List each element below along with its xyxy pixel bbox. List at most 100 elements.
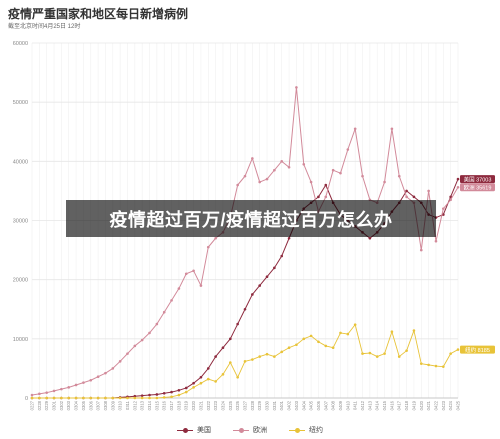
end-label-2: 纽约 8185 (465, 346, 490, 354)
data-point-2 (427, 363, 430, 367)
data-point-2 (162, 396, 166, 399)
x-tick-label: 0411 (353, 400, 358, 410)
x-tick-label: 0302 (59, 400, 64, 410)
data-point-2 (52, 396, 56, 400)
data-point-1 (346, 148, 350, 151)
x-tick-label: 0317 (169, 400, 174, 410)
data-point-0 (405, 189, 408, 193)
x-tick-label: 0419 (411, 400, 416, 410)
data-point-2 (375, 355, 379, 358)
data-point-0 (162, 391, 166, 395)
data-point-1 (60, 387, 63, 391)
data-point-2 (140, 396, 144, 400)
data-point-1 (236, 183, 239, 187)
data-point-1 (104, 371, 107, 375)
data-point-2 (331, 346, 335, 350)
x-tick-label: 0307 (96, 400, 101, 410)
x-tick-label: 0418 (404, 400, 409, 410)
data-point-2 (273, 355, 276, 358)
data-point-0 (243, 307, 247, 311)
data-point-2 (67, 396, 71, 400)
data-point-2 (184, 390, 188, 394)
x-tick-label: 0329 (257, 400, 262, 410)
data-point-1 (302, 162, 306, 166)
legend-swatch-usa (177, 426, 193, 434)
data-point-1 (126, 352, 129, 355)
data-point-2 (96, 396, 100, 400)
x-tick-label: 0308 (103, 400, 108, 410)
data-point-1 (449, 198, 452, 202)
x-tick-label: 0409 (338, 400, 343, 410)
end-label-0: 美国 37003 (464, 175, 492, 183)
data-point-0 (449, 195, 452, 199)
data-point-0 (214, 355, 217, 358)
data-point-1 (140, 338, 144, 342)
data-point-1 (295, 86, 298, 89)
data-point-2 (456, 348, 460, 351)
y-tick-label: 0 (25, 396, 28, 402)
data-point-0 (177, 389, 181, 392)
x-tick-label: 0316 (162, 400, 167, 410)
x-tick-label: 0410 (345, 400, 350, 410)
data-point-2 (251, 358, 254, 361)
watermark-banner: 疫情超过百万/疫情超过百万怎么办 (66, 200, 436, 237)
data-point-1 (456, 185, 460, 189)
data-point-1 (89, 378, 93, 382)
legend-item-newyork[interactable]: 纽约 (289, 424, 323, 436)
data-point-1 (162, 310, 166, 314)
data-point-1 (206, 245, 210, 249)
end-label-box-2 (460, 345, 495, 354)
legend-item-usa[interactable]: 美国 (177, 424, 211, 436)
legend: 美国 欧洲 纽约 (0, 424, 500, 436)
end-label-box-1 (460, 183, 495, 192)
x-tick-label: 0229 (44, 400, 49, 410)
x-tick-label: 0325 (228, 400, 233, 410)
data-point-2 (361, 352, 364, 355)
data-point-2 (89, 396, 93, 400)
x-tick-label: 0314 (147, 400, 152, 410)
data-point-1 (74, 383, 78, 387)
data-point-2 (133, 396, 137, 400)
y-tick-label: 50000 (13, 100, 28, 106)
legend-swatch-newyork (289, 426, 305, 434)
data-point-1 (353, 127, 357, 131)
x-tick-label: 0414 (375, 400, 380, 410)
x-tick-label: 0331 (272, 400, 277, 410)
x-tick-label: 0412 (360, 400, 365, 410)
data-point-1 (170, 299, 173, 302)
x-tick-label: 0228 (37, 400, 42, 410)
data-point-2 (353, 323, 357, 326)
data-point-0 (199, 375, 203, 379)
data-point-1 (265, 177, 269, 181)
data-point-1 (383, 180, 386, 184)
data-point-2 (309, 334, 313, 338)
data-point-2 (60, 396, 63, 400)
data-point-0 (170, 390, 173, 394)
x-tick-label: 0406 (316, 400, 321, 410)
data-point-0 (273, 266, 276, 270)
x-tick-label: 0425 (456, 400, 461, 410)
data-point-2 (74, 396, 78, 400)
data-point-2 (206, 377, 210, 381)
data-point-1 (82, 381, 85, 384)
data-point-2 (111, 396, 115, 400)
x-tick-label: 0313 (140, 400, 145, 410)
data-point-0 (155, 393, 159, 396)
legend-item-europe[interactable]: 欧洲 (233, 424, 267, 436)
data-point-2 (126, 396, 129, 400)
data-point-2 (383, 352, 386, 355)
data-point-1 (67, 386, 71, 389)
x-tick-label: 0402 (287, 400, 292, 410)
x-tick-label: 0303 (66, 400, 71, 410)
x-tick-label: 0424 (448, 400, 453, 410)
x-tick-label: 0407 (323, 400, 328, 410)
data-point-1 (118, 360, 122, 363)
data-point-2 (317, 340, 320, 344)
x-tick-label: 0327 (243, 400, 248, 410)
data-point-2 (229, 361, 232, 364)
x-tick-label: 0304 (74, 400, 79, 410)
data-point-0 (368, 236, 372, 240)
data-point-0 (192, 381, 195, 385)
data-point-0 (265, 275, 269, 279)
x-tick-label: 0319 (184, 400, 189, 410)
